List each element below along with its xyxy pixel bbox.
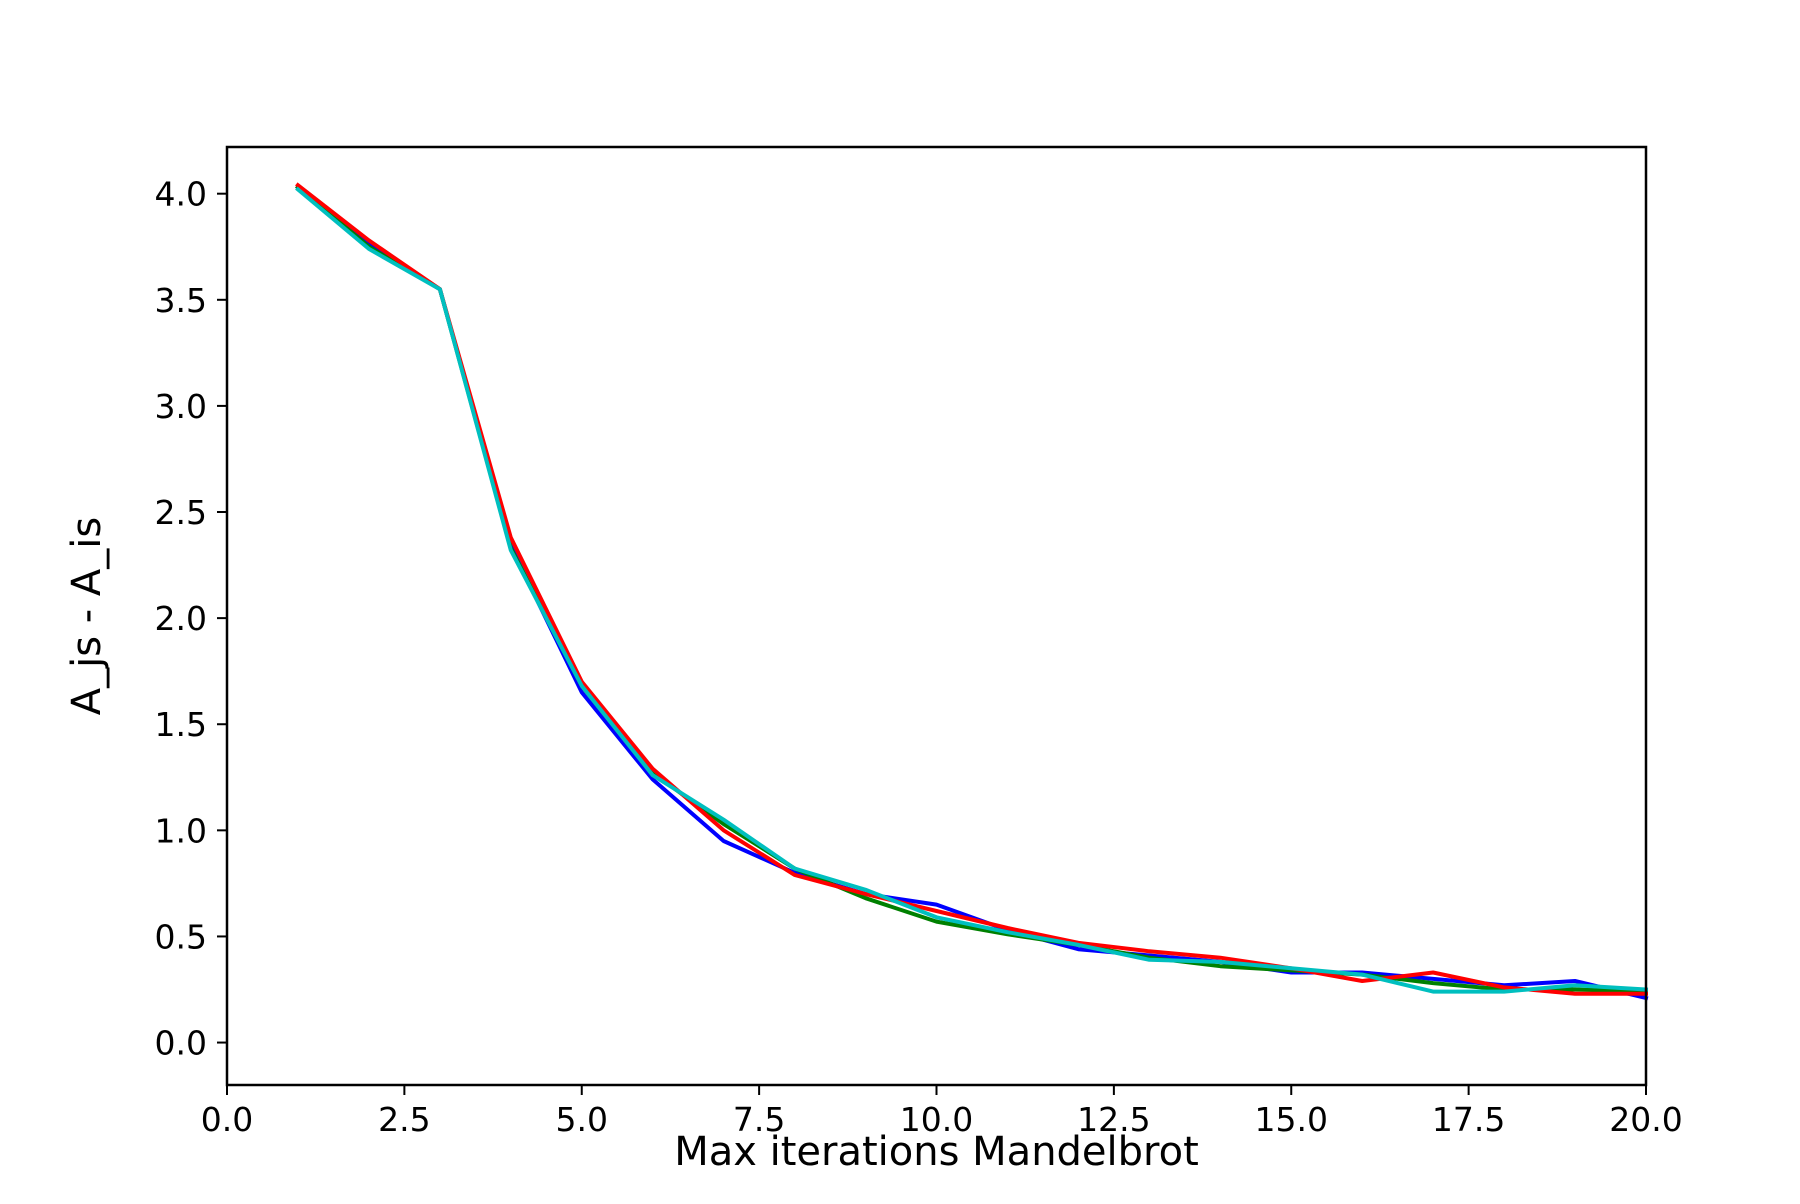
- y-tick-label: 3.5: [155, 281, 207, 320]
- y-tick-label: 1.0: [155, 811, 207, 850]
- x-tick-label: 12.5: [1077, 1100, 1150, 1139]
- x-tick-label: 0.0: [201, 1100, 253, 1139]
- x-tick-label: 17.5: [1432, 1100, 1505, 1139]
- y-tick-label: 0.0: [155, 1024, 207, 1063]
- x-tick-label: 2.5: [378, 1100, 430, 1139]
- series-layer: [295, 182, 1649, 1001]
- y-tick-label: 3.0: [155, 387, 207, 426]
- x-tick-label: 10.0: [900, 1100, 973, 1139]
- x-tick-label: 7.5: [733, 1100, 785, 1139]
- y-tick-label: 2.5: [155, 493, 207, 532]
- series-line-3: [295, 182, 1648, 996]
- x-axis-label: Max iterations Mandelbrot: [674, 1129, 1199, 1175]
- x-tick-label: 5.0: [556, 1100, 608, 1139]
- series-line-2: [295, 184, 1649, 994]
- y-tick-label: 4.0: [155, 175, 207, 214]
- y-axis-label: A_js - A_is: [64, 517, 110, 716]
- y-axis-ticks: 0.0 0.5 1.0 1.5 2.0 2.5 3.0 3.5 4.0: [155, 175, 227, 1063]
- series-line-1: [295, 184, 1649, 1001]
- series-line-4: [295, 186, 1649, 994]
- x-tick-label: 15.0: [1255, 1100, 1328, 1139]
- y-tick-label: 2.0: [155, 599, 207, 638]
- x-tick-label: 20.0: [1609, 1100, 1682, 1139]
- y-tick-label: 0.5: [155, 917, 207, 956]
- y-tick-label: 1.5: [155, 705, 207, 744]
- x-axis-ticks: 0.0 2.5 5.0 7.5 10.0 12.5 15.0 17.5 20.0: [201, 1085, 1683, 1139]
